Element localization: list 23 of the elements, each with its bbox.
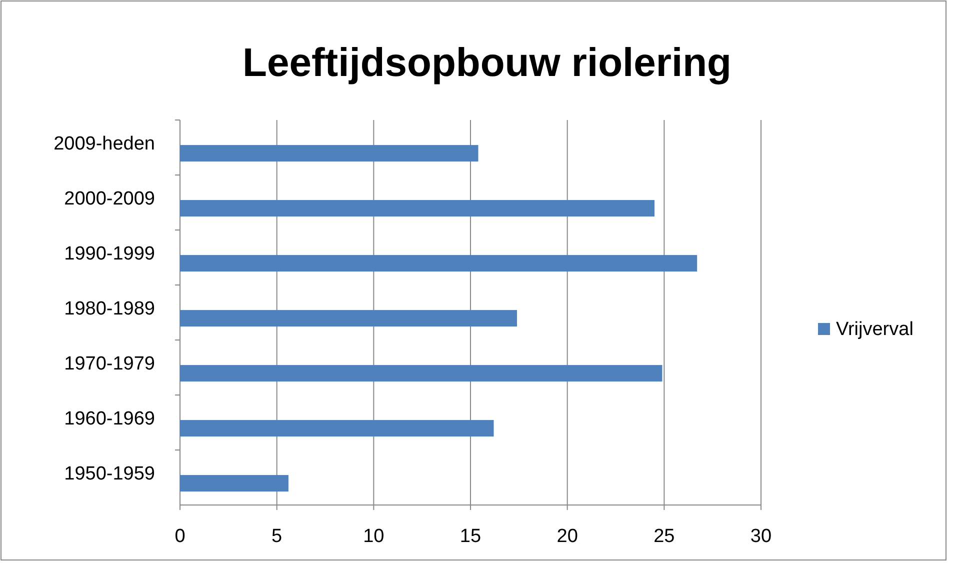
y-tick-label: 1950-1959 [64, 464, 155, 484]
x-tick-label: 5 [272, 526, 282, 547]
y-tick-label: 2000-2009 [64, 188, 155, 210]
bar [180, 145, 478, 162]
y-tick-label: 1970-1979 [64, 354, 155, 374]
y-tick-label: 1990-1999 [64, 244, 155, 264]
y-tick-label: 1960-1969 [64, 408, 155, 430]
bar [180, 475, 288, 492]
bar [180, 420, 494, 437]
bar [180, 200, 654, 217]
chart-title: Leeftijdsopbouw riolering [242, 41, 732, 85]
x-tick-label: 0 [174, 526, 186, 547]
x-tick-label: 20 [556, 526, 578, 547]
bar [180, 310, 517, 327]
bar [180, 255, 698, 272]
x-tick-label: 25 [654, 526, 675, 547]
x-tick-label: 30 [750, 526, 772, 547]
x-tick-label: 10 [363, 526, 384, 547]
y-tick-label: 1980-1989 [64, 298, 155, 320]
x-tick-label: 15 [460, 526, 482, 547]
y-tick-label: 2009-heden [54, 134, 155, 154]
legend-label: Vrijverval [836, 319, 914, 340]
bar [180, 365, 662, 382]
